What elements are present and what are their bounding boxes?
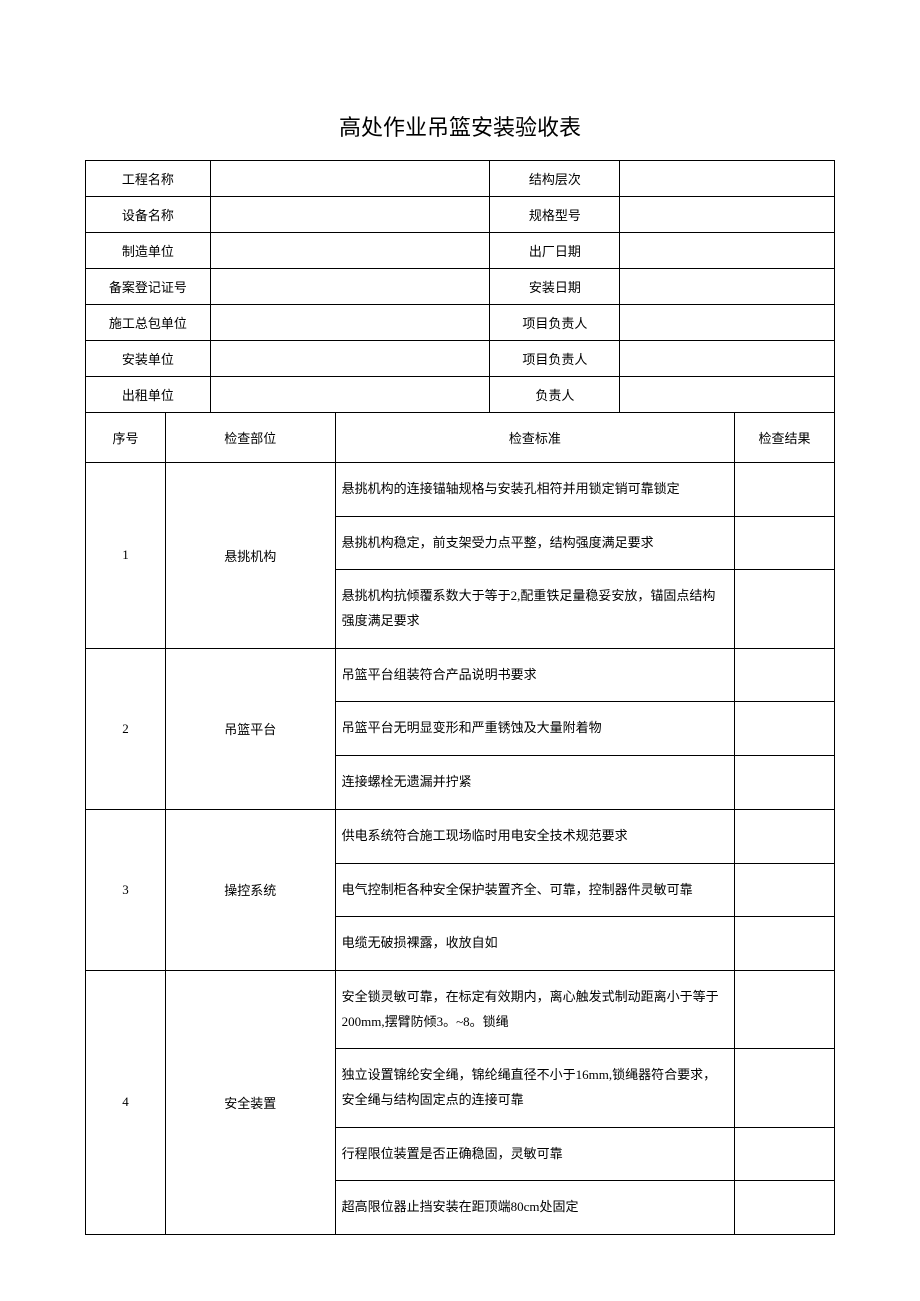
std-3-0: 供电系统符合施工现场临时用电安全技术规范要求: [335, 809, 734, 863]
result-3-0: [735, 809, 835, 863]
value-factory-date: [620, 233, 835, 269]
label-model: 规格型号: [490, 197, 620, 233]
std-1-1: 悬挑机构稳定，前支架受力点平整，结构强度满足要求: [335, 516, 734, 570]
value-installer: [210, 341, 490, 377]
std-4-0: 安全锁灵敏可靠，在标定有效期内，离心触发式制动距离小于等于200mm,摆臂防倾3…: [335, 970, 734, 1048]
std-3-1: 电气控制柜各种安全保护装置齐全、可靠，控制器件灵敏可靠: [335, 863, 734, 917]
std-1-0: 悬挑机构的连接锚轴规格与安装孔相符并用锁定销可靠锁定: [335, 463, 734, 517]
label-responsible: 负责人: [490, 377, 620, 413]
label-pm2: 项目负责人: [490, 341, 620, 377]
result-2-1: [735, 702, 835, 756]
result-4-3: [735, 1181, 835, 1235]
label-install-date: 安装日期: [490, 269, 620, 305]
result-1-0: [735, 463, 835, 517]
result-2-2: [735, 756, 835, 810]
col-standard: 检查标准: [335, 413, 734, 463]
seq-3: 3: [86, 809, 166, 970]
value-model: [620, 197, 835, 233]
seq-2: 2: [86, 648, 166, 809]
value-project-name: [210, 161, 490, 197]
value-pm2: [620, 341, 835, 377]
result-4-0: [735, 970, 835, 1048]
part-4: 安全装置: [165, 970, 335, 1234]
value-responsible: [620, 377, 835, 413]
value-lessor: [210, 377, 490, 413]
label-manufacturer: 制造单位: [86, 233, 211, 269]
label-project-name: 工程名称: [86, 161, 211, 197]
seq-1: 1: [86, 463, 166, 649]
label-installer: 安装单位: [86, 341, 211, 377]
value-install-date: [620, 269, 835, 305]
part-3: 操控系统: [165, 809, 335, 970]
std-4-3: 超高限位器止挡安装在距顶端80cm处固定: [335, 1181, 734, 1235]
label-contractor: 施工总包单位: [86, 305, 211, 341]
std-1-2: 悬挑机构抗倾覆系数大于等于2,配重铁足量稳妥安放，锚固点结构强度满足要求: [335, 570, 734, 648]
value-contractor: [210, 305, 490, 341]
value-registration: [210, 269, 490, 305]
col-seq: 序号: [86, 413, 166, 463]
result-4-2: [735, 1127, 835, 1181]
value-equipment-name: [210, 197, 490, 233]
std-4-2: 行程限位装置是否正确稳固，灵敏可靠: [335, 1127, 734, 1181]
result-3-2: [735, 917, 835, 971]
value-manufacturer: [210, 233, 490, 269]
value-structure-level: [620, 161, 835, 197]
label-equipment-name: 设备名称: [86, 197, 211, 233]
seq-4: 4: [86, 970, 166, 1234]
col-result: 检查结果: [735, 413, 835, 463]
result-1-1: [735, 516, 835, 570]
page-title: 高处作业吊篮安装验收表: [85, 110, 835, 142]
value-pm1: [620, 305, 835, 341]
std-3-2: 电缆无破损裸露，收放自如: [335, 917, 734, 971]
result-2-0: [735, 648, 835, 702]
part-1: 悬挑机构: [165, 463, 335, 649]
label-lessor: 出租单位: [86, 377, 211, 413]
label-pm1: 项目负责人: [490, 305, 620, 341]
label-registration: 备案登记证号: [86, 269, 211, 305]
std-4-1: 独立设置锦纶安全绳，锦纶绳直径不小于16mm,锁绳器符合要求，安全绳与结构固定点…: [335, 1049, 734, 1127]
result-1-2: [735, 570, 835, 648]
part-2: 吊篮平台: [165, 648, 335, 809]
inspection-table: 工程名称 结构层次 设备名称 规格型号 制造单位 出厂日期 备案登记证号 安装日…: [85, 160, 835, 1235]
std-2-2: 连接螺栓无遗漏并拧紧: [335, 756, 734, 810]
label-factory-date: 出厂日期: [490, 233, 620, 269]
col-part: 检查部位: [165, 413, 335, 463]
result-3-1: [735, 863, 835, 917]
label-structure-level: 结构层次: [490, 161, 620, 197]
result-4-1: [735, 1049, 835, 1127]
std-2-1: 吊篮平台无明显变形和严重锈蚀及大量附着物: [335, 702, 734, 756]
std-2-0: 吊篮平台组装符合产品说明书要求: [335, 648, 734, 702]
